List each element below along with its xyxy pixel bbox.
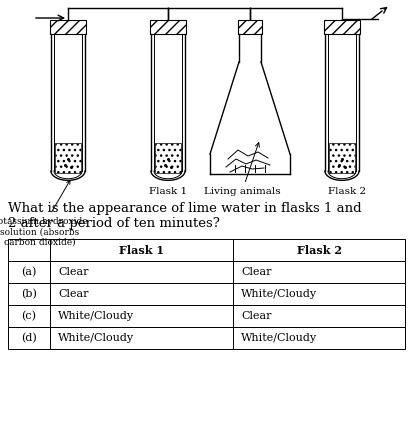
Text: (d): (d) (21, 333, 37, 343)
Text: (a): (a) (21, 267, 37, 277)
Bar (238, 20, 262, 34)
Bar (50, 20, 86, 34)
Text: Clear: Clear (58, 267, 88, 277)
Bar (324, 20, 360, 34)
Text: Flask 2: Flask 2 (328, 187, 366, 196)
Text: White/Cloudy: White/Cloudy (241, 333, 317, 343)
Text: (c): (c) (21, 311, 37, 321)
Text: White/Cloudy: White/Cloudy (58, 311, 134, 321)
Text: Potassium hydroxide
solution (absorbs
carbon dioxide): Potassium hydroxide solution (absorbs ca… (0, 180, 88, 247)
Bar (329, 143, 355, 173)
Bar (8, 283, 405, 305)
Text: What is the appearance of lime water in flasks 1 and
2 after a period of ten min: What is the appearance of lime water in … (8, 202, 362, 230)
Bar (155, 143, 181, 173)
Text: Clear: Clear (58, 289, 88, 299)
Text: Living animals: Living animals (204, 143, 280, 196)
Bar (55, 143, 81, 173)
Text: Flask 1: Flask 1 (149, 187, 187, 196)
Text: Flask 2: Flask 2 (296, 245, 342, 255)
Text: (b): (b) (21, 289, 37, 299)
Text: Clear: Clear (241, 267, 272, 277)
Bar (8, 305, 405, 327)
Text: Flask 1: Flask 1 (119, 245, 164, 255)
Text: White/Cloudy: White/Cloudy (58, 333, 134, 343)
Bar (8, 327, 405, 349)
Text: White/Cloudy: White/Cloudy (241, 289, 317, 299)
Bar (8, 239, 405, 261)
Bar (8, 261, 405, 283)
Text: Clear: Clear (241, 311, 272, 321)
Bar (150, 20, 186, 34)
